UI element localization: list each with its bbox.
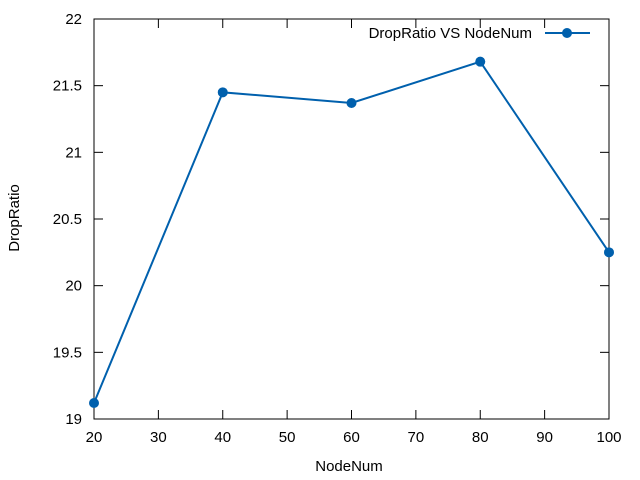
x-tick-label: 20 <box>86 429 103 446</box>
y-axis: 19 19.5 20 20.5 21 21.5 22 <box>53 11 609 428</box>
y-tick-label: 19 <box>65 411 82 428</box>
x-tick-label: 90 <box>536 429 553 446</box>
x-tick-label: 60 <box>343 429 360 446</box>
data-point <box>604 247 614 258</box>
legend-marker <box>562 28 572 38</box>
x-tick-label: 30 <box>150 429 167 446</box>
data-point <box>89 398 99 408</box>
y-tick-label: 22 <box>65 11 82 28</box>
y-tick-label: 21 <box>65 144 82 161</box>
y-tick-label: 20.5 <box>53 211 82 228</box>
data-point <box>346 98 357 108</box>
series-line <box>93 60 610 404</box>
x-tick-label: 40 <box>214 429 231 446</box>
data-point <box>475 56 486 67</box>
legend-label: DropRatio VS NodeNum <box>369 25 532 42</box>
data-point <box>217 87 228 98</box>
legend: DropRatio VS NodeNum <box>369 25 590 42</box>
x-tick-label: 80 <box>472 429 489 446</box>
x-tick-label: 50 <box>279 429 296 446</box>
y-tick-label: 21.5 <box>53 78 82 95</box>
x-tick-label: 70 <box>408 429 425 446</box>
x-tick-label: 100 <box>596 429 621 446</box>
x-axis-label: NodeNum <box>315 458 383 475</box>
y-axis-label: DropRatio <box>6 184 23 252</box>
series-layer <box>89 56 614 408</box>
y-tick-label: 19.5 <box>53 344 82 361</box>
x-axis: 20 30 40 50 60 70 80 90 100 <box>86 19 622 446</box>
y-tick-label: 20 <box>65 278 82 295</box>
